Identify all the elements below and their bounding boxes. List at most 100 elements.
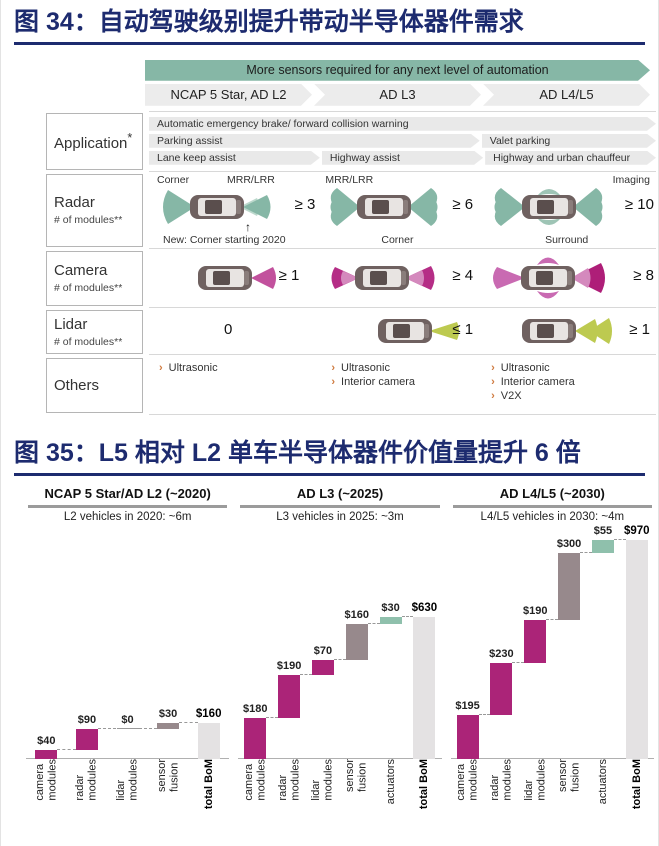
waterfall-connector: [97, 728, 117, 730]
bar-value-label: $190: [276, 660, 302, 673]
radar-l2-label-corner: Corner: [157, 173, 190, 186]
category-label: sensor fusion: [155, 758, 181, 792]
waterfall-bar: [345, 623, 368, 660]
waterfall-bar: [157, 722, 180, 730]
x-axis: [450, 757, 654, 759]
radar-row: Radar # of modules** Corner MRR/LRR ≥ 3: [46, 172, 656, 249]
waterfall-connector: [401, 615, 414, 617]
others-label-box: Others: [46, 357, 143, 413]
camera-label-box: Camera # of modules**: [46, 250, 143, 306]
category-label: camera modules: [454, 758, 480, 801]
lidar-content: 0 ≤ 1: [149, 308, 656, 355]
category-label: actuators: [384, 758, 397, 804]
chart-l4-title: AD L4/L5 (~2030): [499, 485, 605, 501]
radar-cell-l3: MRR/LRR ≥ 6 Corner: [321, 172, 481, 248]
figure-34-title: 图 34：自动驾驶级别提升带动半导体器件需求: [14, 8, 524, 36]
bar-value-label: $195: [455, 699, 480, 712]
lidar-cell-l3: ≤ 1: [321, 308, 481, 354]
radar-car-l3-icon: [330, 187, 438, 226]
radar-l2-note: New: Corner starting 2020: [163, 233, 286, 246]
camera-car-l3-icon: [331, 265, 435, 290]
waterfall-bar: [35, 749, 58, 759]
application-label: Application*: [54, 130, 133, 152]
bar-value-label: $180: [242, 703, 268, 715]
x-axis: [238, 757, 442, 759]
chevron-bullet-icon: ›: [491, 375, 495, 388]
camera-cell-l3: ≥ 4: [321, 249, 481, 307]
others-l3-item: Interior camera: [341, 375, 416, 388]
x-axis: [26, 757, 230, 759]
others-label: Others: [54, 376, 100, 394]
bar-value-label: $300: [556, 537, 582, 550]
waterfall-connector: [580, 551, 592, 553]
chart-l2-categories: camera modules radar modules lidar modules…: [26, 759, 229, 830]
radar-sublabel: # of modules**: [54, 214, 123, 227]
radar-car-l2-icon: [163, 189, 271, 224]
bar-value-label: $40: [37, 734, 56, 747]
others-l3-item: Ultrasonic: [341, 361, 390, 374]
chart-l4-plot: $195 $230 $190 $300 $55 $970: [450, 525, 654, 759]
chart-l3-plot: $180 $190 $70 $160 $30 $630: [238, 527, 442, 759]
chevron-bullet-icon: ›: [159, 361, 163, 374]
radar-cell-l2: Corner MRR/LRR ≥ 3 ↑ New: Corner startin…: [149, 172, 321, 248]
application-label-box: Application*: [46, 112, 143, 170]
waterfall-charts: NCAP 5 Star/AD L2 (~2020) L2 vehicles in…: [26, 486, 654, 830]
category-label: radar modules: [74, 758, 99, 801]
others-cell-l2: › Ultrasonic: [149, 356, 321, 414]
category-label: lidar modules: [522, 758, 548, 801]
waterfall-connector: [613, 539, 626, 541]
waterfall-bar: [197, 722, 220, 759]
figure-34: 图 34：自动驾驶级别提升带动半导体器件需求 More sensors requ…: [1, 8, 658, 415]
camera-label: Camera: [54, 262, 108, 280]
waterfall-bar: [591, 540, 614, 553]
waterfall-connector: [333, 658, 346, 660]
figure-35-header: 图 35：L5 相对 L2 单车半导体器件价值量提升 6 倍: [14, 439, 645, 476]
bar-value-label: $630: [411, 601, 438, 614]
lidar-l4-count: ≥ 1: [629, 320, 650, 338]
radar-cell-l4l5: Imaging ≥ 10 Su: [481, 172, 656, 248]
chart-l4-rule: [452, 504, 652, 508]
app-bar-lane-keep: Lane keep assist: [149, 151, 320, 165]
camera-cell-l4l5: ≥ 8: [481, 249, 656, 307]
lidar-l3-count: ≤ 1: [452, 320, 474, 338]
chart-panel-l4l5: AD L4/L5 (~2030) L4/L5 vehicles in 2030:…: [450, 485, 654, 830]
chart-l2-plot: $40 $90 $0 $30 $160: [26, 527, 230, 759]
waterfall-connector: [179, 721, 198, 723]
lidar-cell-l2: 0: [149, 308, 321, 354]
waterfall-bar: [456, 714, 479, 759]
chevron-bullet-icon: ›: [491, 389, 495, 402]
category-label: camera modules: [242, 758, 268, 801]
radar-l2-label-mrr: MRR/LRR: [227, 173, 275, 186]
chart-l3-categories: camera modules radar modules lidar modules…: [238, 759, 441, 830]
chart-l3-title: AD L3 (~2025): [296, 485, 384, 501]
app-bar-valet-parking: Valet parking: [482, 134, 656, 148]
level-l3: AD L3: [314, 84, 481, 106]
category-label: radar modules: [276, 758, 302, 801]
waterfall-connector: [300, 674, 312, 676]
waterfall-connector: [367, 622, 380, 624]
others-cell-l3: › Ultrasonic › Interior camera: [321, 356, 481, 414]
lidar-car-l3-icon: [378, 318, 460, 343]
camera-l4-count: ≥ 8: [633, 266, 654, 284]
others-l4-item: Interior camera: [500, 375, 575, 388]
category-label: radar modules: [488, 758, 514, 801]
camera-car-l2-icon: [198, 265, 276, 290]
others-l2-item: Ultrasonic: [168, 361, 218, 374]
figure-34-header: 图 34：自动驾驶级别提升带动半导体器件需求: [14, 8, 645, 45]
waterfall-bar: [311, 659, 334, 676]
lidar-row: Lidar # of modules** 0 ≤ 1: [46, 308, 656, 356]
bar-value-label: $90: [77, 714, 97, 727]
chart-panel-l2: NCAP 5 Star/AD L2 (~2020) L2 vehicles in…: [26, 486, 230, 830]
waterfall-bar: [75, 729, 98, 750]
app-bar-chauffeur: Highway and urban chauffeur: [485, 151, 656, 165]
sensor-table: Application* Automatic emergency brake/ …: [46, 110, 656, 415]
waterfall-connector: [478, 713, 491, 715]
category-label: total BoM: [630, 758, 643, 809]
others-row: Others › Ultrasonic › Ultrasonic › Interior…: [46, 356, 656, 415]
category-label: sensor fusion: [344, 758, 369, 792]
waterfall-bar: [278, 675, 301, 718]
bar-value-label: $970: [623, 525, 650, 538]
automation-banner-arrow: More sensors required for any next level…: [145, 60, 650, 81]
chevron-bullet-icon: ›: [491, 361, 495, 374]
